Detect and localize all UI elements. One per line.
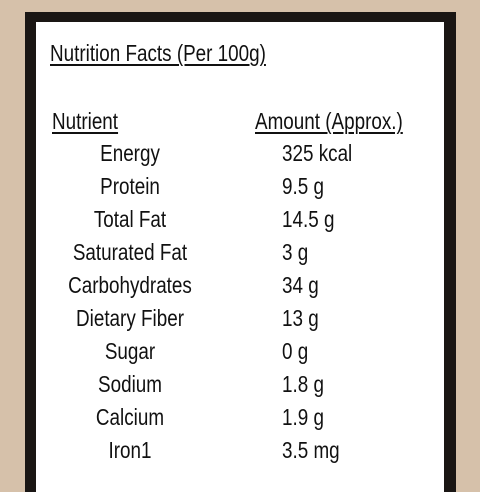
nutrient-amount: 1.9 g bbox=[282, 404, 324, 430]
nutrient-name: Protein bbox=[100, 173, 160, 199]
nutrient-name: Calcium bbox=[95, 404, 165, 430]
nutrient-amount: 34 g bbox=[282, 272, 319, 298]
nutrient-amount: 1.8 g bbox=[282, 371, 324, 397]
nutrient-amount: 13 g bbox=[282, 305, 319, 331]
header-nutrient: Nutrient bbox=[52, 108, 119, 134]
header-amount: Amount (Approx.) bbox=[255, 108, 403, 134]
nutrient-amount: 3 g bbox=[282, 239, 309, 265]
nutrient-name: Sugar bbox=[104, 338, 156, 364]
nutrient-name: Dietary Fiber bbox=[76, 305, 184, 331]
nutrient-name: Saturated Fat bbox=[72, 239, 188, 265]
nutrient-amount: 14.5 g bbox=[282, 206, 335, 232]
nutrient-name: Iron1 bbox=[108, 437, 152, 463]
title: Nutrition Facts (Per 100g) bbox=[50, 40, 266, 66]
nutrient-name: Carbohydrates bbox=[68, 272, 192, 298]
page: Nutrition Facts (Per 100g) Nutrient Amou… bbox=[25, 12, 456, 492]
nutrient-name: Sodium bbox=[98, 371, 162, 397]
nutrient-amount: 325 kcal bbox=[282, 140, 353, 166]
nutrient-amount: 0 g bbox=[282, 338, 309, 364]
nutrient-name: Total Fat bbox=[93, 206, 167, 232]
nutrition-card: Nutrition Facts (Per 100g) Nutrient Amou… bbox=[36, 22, 444, 492]
nutrient-amount: 9.5 g bbox=[282, 173, 324, 199]
nutrient-amount: 3.5 mg bbox=[282, 437, 340, 463]
nutrient-name: Energy bbox=[100, 140, 160, 166]
